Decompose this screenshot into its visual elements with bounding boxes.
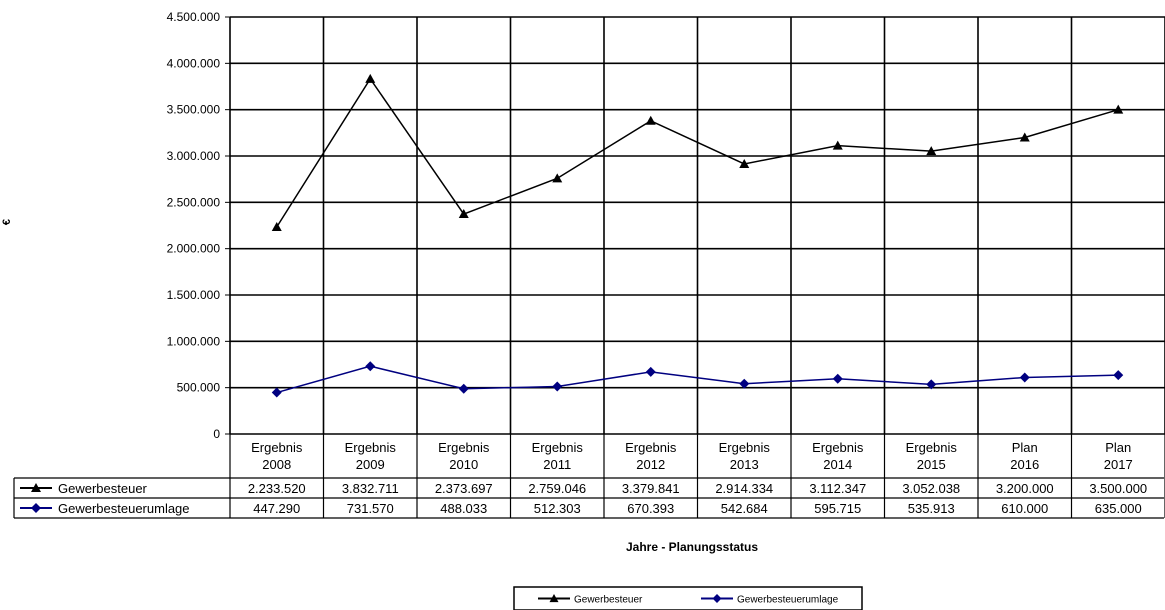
legend-marker-1 <box>712 594 722 603</box>
table-cell-1-1: 731.570 <box>347 501 394 516</box>
y-tick-label-7: 3.500.000 <box>167 103 221 117</box>
table-cell-0-4: 3.379.841 <box>622 481 680 496</box>
x-category-label-0-line1: Ergebnis <box>251 440 303 455</box>
x-category-label-0-line2: 2008 <box>262 457 291 472</box>
y-axis-title: € <box>1 219 13 225</box>
point-gewerbesteuerumlage-2 <box>458 383 469 394</box>
table-cell-1-8: 610.000 <box>1001 501 1048 516</box>
table-cell-0-8: 3.200.000 <box>996 481 1054 496</box>
legend-marker-0 <box>549 594 559 603</box>
point-gewerbesteuer-7 <box>926 146 937 156</box>
legend-label-0: Gewerbesteuer <box>574 595 643 606</box>
table-cell-1-5: 542.684 <box>721 501 768 516</box>
y-axis-tick-labels: 0 500.000 1.000.000 1.500.000 2.000.000 2.500… <box>167 10 221 441</box>
x-category-label-6-line2: 2014 <box>823 457 852 472</box>
table-cell-0-5: 2.914.334 <box>715 481 773 496</box>
point-gewerbesteuer-5 <box>739 158 750 168</box>
legend-label-1: Gewerbesteuerumlage <box>737 595 839 606</box>
point-gewerbesteuer-4 <box>645 115 656 125</box>
point-gewerbesteuerumlage-1 <box>365 361 376 372</box>
table-cell-0-7: 3.052.038 <box>902 481 960 496</box>
y-tick-label-8: 4.000.000 <box>167 56 221 70</box>
x-category-label-4-line1: Ergebnis <box>625 440 677 455</box>
table-cell-0-0: 2.233.520 <box>248 481 306 496</box>
y-tick-label-9: 4.500.000 <box>167 10 221 24</box>
table-cell-1-6: 595.715 <box>814 501 861 516</box>
x-category-label-9-line1: Plan <box>1105 440 1131 455</box>
x-category-label-4-line2: 2012 <box>636 457 665 472</box>
y-tick-label-2: 1.000.000 <box>167 334 221 348</box>
x-category-label-3-line1: Ergebnis <box>532 440 584 455</box>
x-category-label-2-line1: Ergebnis <box>438 440 490 455</box>
table-row-key-marker-1 <box>31 503 41 513</box>
point-gewerbesteuerumlage-5 <box>739 378 750 389</box>
y-tick-label-3: 1.500.000 <box>167 288 221 302</box>
series-line-gewerbesteuerumlage <box>276 365 1119 394</box>
table-cell-1-7: 535.913 <box>908 501 955 516</box>
grid-lines <box>225 16 1165 435</box>
point-gewerbesteuer-2 <box>458 209 469 219</box>
series-lines <box>271 73 1124 398</box>
legend: Gewerbesteuer Gewerbesteuerumlage <box>513 586 863 610</box>
table-row-header-0: Gewerbesteuer <box>58 481 148 496</box>
table-row-header-1: Gewerbesteuerumlage <box>58 501 190 516</box>
x-category-label-9-line2: 2017 <box>1104 457 1133 472</box>
y-tick-label-5: 2.500.000 <box>167 195 221 209</box>
table-cell-1-4: 670.393 <box>627 501 674 516</box>
x-category-label-5-line1: Ergebnis <box>719 440 771 455</box>
table-cell-0-1: 3.832.711 <box>342 481 399 496</box>
point-gewerbesteuer-9 <box>1113 104 1124 114</box>
table-cell-1-0: 447.290 <box>253 501 300 516</box>
point-gewerbesteuerumlage-6 <box>832 373 843 384</box>
x-category-label-3-line2: 2011 <box>543 457 571 472</box>
x-category-label-1-line1: Ergebnis <box>345 440 397 455</box>
point-gewerbesteuerumlage-4 <box>645 366 656 377</box>
point-gewerbesteuer-3 <box>552 173 563 183</box>
point-gewerbesteuer-0 <box>271 222 282 232</box>
y-tick-label-1: 500.000 <box>177 381 221 395</box>
point-gewerbesteuer-6 <box>832 140 843 150</box>
x-category-label-6-line1: Ergebnis <box>812 440 864 455</box>
x-category-label-7-line2: 2015 <box>917 457 946 472</box>
point-gewerbesteuerumlage-0 <box>271 387 282 398</box>
point-gewerbesteuerumlage-3 <box>552 381 563 392</box>
table-cell-1-2: 488.033 <box>440 501 487 516</box>
point-gewerbesteuerumlage-8 <box>1019 372 1030 383</box>
table-cell-0-3: 2.759.046 <box>528 481 586 496</box>
table-cell-0-6: 3.112.347 <box>809 481 866 496</box>
x-category-label-8-line2: 2016 <box>1010 457 1039 472</box>
x-category-label-5-line2: 2013 <box>730 457 759 472</box>
x-category-label-2-line2: 2010 <box>449 457 478 472</box>
point-gewerbesteuerumlage-9 <box>1113 370 1124 381</box>
legend-box <box>513 586 863 610</box>
table-cell-0-2: 2.373.697 <box>435 481 493 496</box>
point-gewerbesteuer-8 <box>1019 132 1030 142</box>
y-tick-label-0: 0 <box>213 427 220 441</box>
point-gewerbesteuerumlage-7 <box>926 379 937 390</box>
x-category-label-7-line1: Ergebnis <box>906 440 958 455</box>
x-category-label-1-line2: 2009 <box>356 457 385 472</box>
x-axis-title: Jahre - Planungsstatus <box>626 540 758 554</box>
x-axis-category-labels: Ergebnis 2008 Ergebnis 2009 Ergebnis 2010 Erge… <box>251 440 1133 472</box>
table-cell-1-3: 512.303 <box>534 501 581 516</box>
point-gewerbesteuer-1 <box>365 73 376 83</box>
table-cell-1-9: 635.000 <box>1095 501 1142 516</box>
table-row-key-marker-0 <box>31 483 41 492</box>
x-category-label-8-line1: Plan <box>1012 440 1038 455</box>
y-tick-label-6: 3.000.000 <box>167 149 221 163</box>
y-tick-label-4: 2.000.000 <box>167 242 221 256</box>
table-cell-0-9: 3.500.000 <box>1089 481 1147 496</box>
series-line-gewerbesteuer <box>276 77 1119 228</box>
data-table: Gewerbesteuer 2.233.520 3.832.711 2.373.697… <box>13 434 1165 519</box>
